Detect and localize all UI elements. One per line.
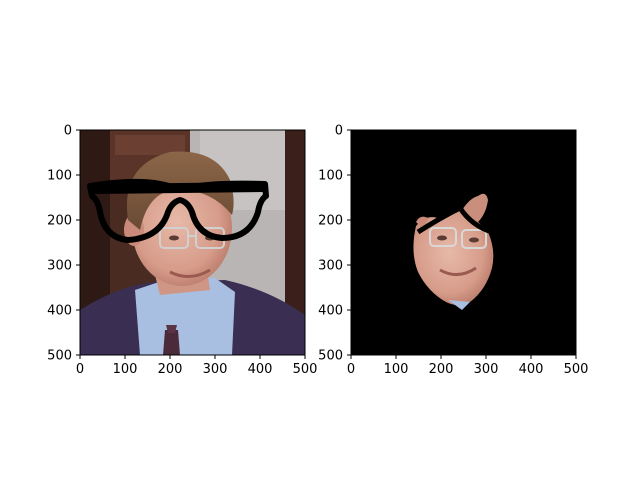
axes-frame-left — [79, 129, 306, 356]
x-tick-label: 300 — [203, 362, 228, 377]
x-tick-label: 300 — [474, 362, 499, 377]
x-tick-label: 100 — [113, 362, 138, 377]
x-tick-label: 500 — [293, 362, 318, 377]
y-tick-label: 0 — [64, 124, 72, 139]
x-tick-label: 0 — [347, 362, 355, 377]
axes-frame-right — [350, 129, 577, 356]
y-tick-label: 300 — [318, 259, 343, 274]
y-tick-label: 100 — [318, 169, 343, 184]
y-tick-label: 200 — [47, 214, 72, 229]
x-tick-label: 200 — [158, 362, 183, 377]
y-tick-label: 0 — [335, 124, 343, 139]
x-tick-label: 100 — [384, 362, 409, 377]
image-panel-left — [80, 130, 305, 355]
y-tick-label: 500 — [318, 349, 343, 364]
y-tick-label: 400 — [318, 304, 343, 319]
y-tick-label: 400 — [47, 304, 72, 319]
x-tick-label: 400 — [519, 362, 544, 377]
y-tick-label: 200 — [318, 214, 343, 229]
x-tick-label: 0 — [76, 362, 84, 377]
y-tick-label: 100 — [47, 169, 72, 184]
x-tick-label: 400 — [248, 362, 273, 377]
x-tick-label: 200 — [429, 362, 454, 377]
y-tick-label: 500 — [47, 349, 72, 364]
y-tick-label: 300 — [47, 259, 72, 274]
x-tick-label: 500 — [564, 362, 589, 377]
image-panel-right — [351, 130, 576, 355]
